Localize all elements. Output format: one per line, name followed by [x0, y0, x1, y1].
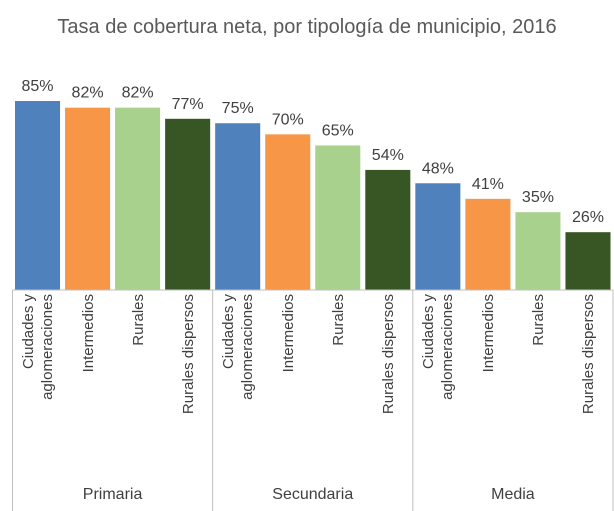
value-label: 41% — [472, 176, 504, 193]
category-label: Rurales — [529, 294, 547, 346]
category-label: Ciudades y aglomeraciones — [19, 294, 56, 400]
category-label: Rurales dispersos — [579, 294, 597, 415]
value-label: 85% — [22, 78, 54, 95]
bar — [15, 101, 61, 290]
chart-title: Tasa de cobertura neta, por tipología de… — [57, 16, 557, 38]
category-label: Intermedios — [79, 294, 97, 373]
bar — [365, 169, 411, 290]
bar — [565, 232, 611, 290]
value-label: 82% — [72, 85, 104, 102]
category-label: Rurales — [329, 294, 347, 346]
category-label: Ciudades y aglomeraciones — [219, 294, 256, 400]
category-label: Rurales dispersos — [179, 294, 197, 415]
category-label: Rurales — [129, 294, 147, 346]
bar — [65, 107, 111, 290]
category-label: Intermedios — [279, 294, 297, 373]
value-label: 77% — [172, 96, 204, 113]
value-label: 82% — [122, 85, 154, 102]
value-label: 35% — [522, 189, 554, 206]
bar — [115, 107, 161, 290]
group-label: Primaria — [82, 486, 143, 503]
group-label: Secundaria — [272, 486, 354, 503]
bar — [165, 118, 211, 290]
value-label: 48% — [422, 160, 454, 177]
group-label: Media — [491, 486, 535, 503]
category-label: Intermedios — [479, 294, 497, 373]
category-label: Rurales dispersos — [379, 294, 397, 415]
bar — [315, 145, 361, 290]
category-label: Ciudades y aglomeraciones — [419, 294, 456, 400]
bar — [515, 212, 561, 290]
bar — [415, 183, 461, 290]
bar — [265, 134, 311, 290]
value-label: 70% — [272, 111, 304, 128]
value-label: 65% — [322, 122, 354, 139]
value-label: 54% — [372, 147, 404, 164]
bar — [465, 198, 511, 290]
value-label: 75% — [222, 100, 254, 117]
value-label: 26% — [572, 209, 604, 226]
bar — [215, 123, 261, 290]
